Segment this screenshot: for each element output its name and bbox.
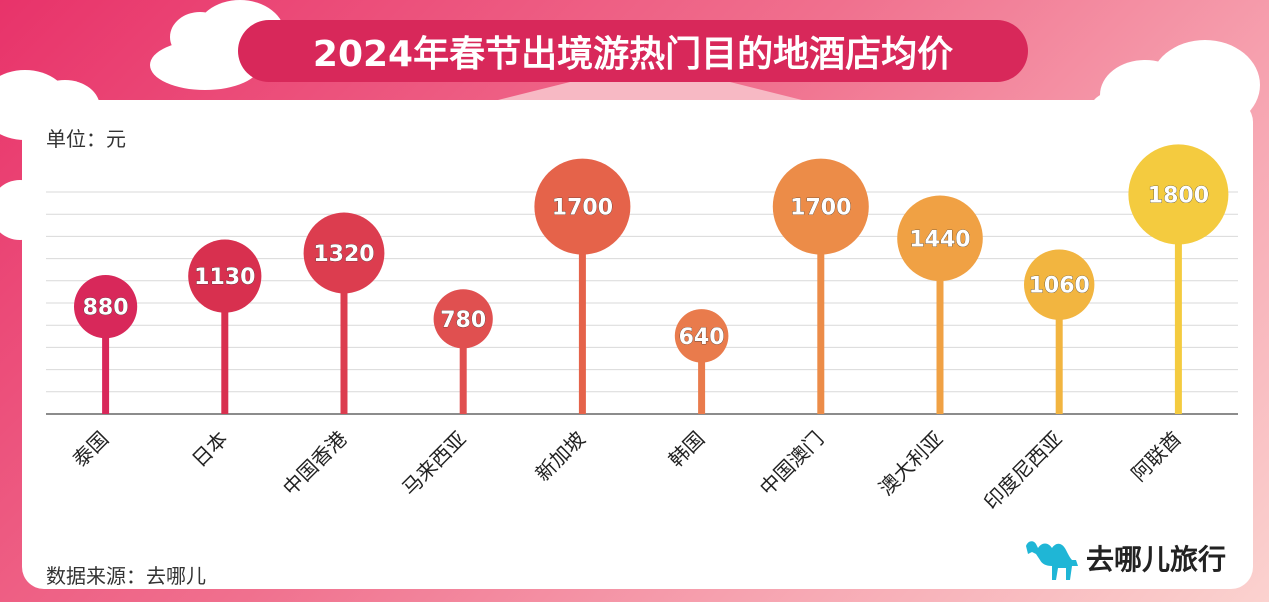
page-title: 2024年春节出境游热门目的地酒店均价 (312, 34, 954, 75)
camel-icon (1026, 541, 1078, 580)
category-label: 中国澳门 (755, 427, 829, 501)
category-label: 韩国 (664, 427, 709, 472)
lollipop-stem (221, 276, 229, 414)
category-label: 日本 (187, 427, 232, 472)
lollipop-head (772, 158, 869, 255)
value-label: 1700 (552, 196, 613, 221)
value-label: 1060 (1029, 274, 1090, 299)
category-label: 印度尼西亚 (979, 427, 1067, 515)
lollipop-head (674, 309, 729, 363)
lollipop-stem (459, 318, 467, 414)
value-label: 1800 (1148, 183, 1209, 208)
lollipop-head (1128, 144, 1229, 245)
lollipop-head (1023, 249, 1095, 320)
logo: 去哪儿旅行 (1022, 536, 1226, 580)
value-label: 1130 (194, 265, 255, 290)
lollipop-head (74, 275, 138, 339)
lollipop-stem (936, 238, 944, 414)
lollipop-head (188, 239, 262, 313)
value-label: 1320 (313, 242, 374, 267)
logo-text: 去哪儿旅行 (1086, 543, 1227, 576)
lollipop-head (534, 158, 631, 255)
lollipop-stem (102, 306, 110, 414)
value-label: 1700 (790, 196, 851, 221)
value-label: 1440 (909, 227, 970, 252)
unit-label: 单位：元 (46, 127, 126, 151)
category-label: 阿联酋 (1127, 427, 1186, 486)
lollipop-stem (340, 252, 348, 414)
lollipop-stem (1174, 194, 1182, 414)
value-label: 880 (83, 296, 129, 321)
lollipop-head (897, 195, 983, 282)
value-label: 640 (679, 325, 725, 350)
title-banner: 2024年春节出境游热门目的地酒店均价 (238, 20, 1028, 82)
category-label: 泰国 (68, 427, 113, 472)
lollipop-head (303, 212, 385, 294)
value-label: 780 (440, 308, 486, 333)
source-label: 数据来源：去哪儿 (46, 564, 206, 588)
category-label: 澳大利亚 (874, 427, 948, 501)
lollipop-stem (578, 206, 586, 414)
lollipop-stem (1055, 284, 1063, 414)
category-label: 中国香港 (278, 427, 352, 501)
lollipop-stem (698, 335, 706, 414)
category-label: 新加坡 (531, 427, 590, 486)
lollipop-head (433, 289, 493, 349)
category-label: 马来西亚 (397, 427, 471, 501)
lollipop-stem (817, 206, 825, 414)
